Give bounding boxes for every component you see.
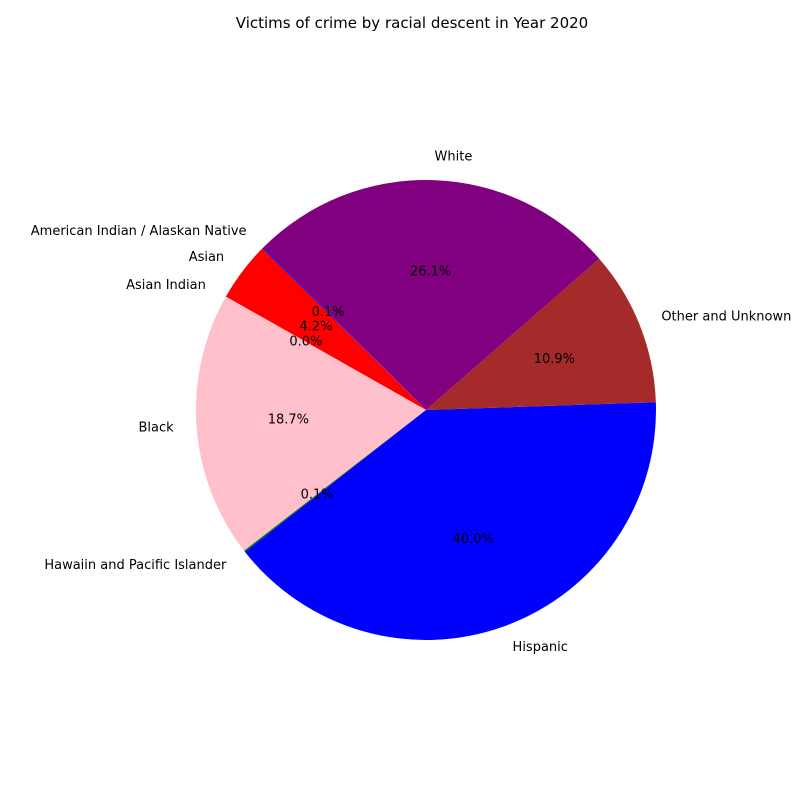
slice-label-black: Black (138, 421, 174, 436)
pie-labels: American Indian / Alaskan Native Asian Asi… (31, 150, 792, 656)
percent-label-hispanic: 40.0% (453, 532, 494, 547)
percent-label-asian-indian: 0.0% (289, 334, 322, 349)
pie-slice-hawaiin-and-pacific-islander (244, 410, 426, 552)
percent-label-asian: 4.2% (299, 319, 332, 334)
pie-percent-labels: 0.1%4.2%0.0%18.7%0.1%40.0%10.9%26.1% (268, 265, 575, 548)
pie-slice-black (196, 296, 426, 551)
pie-slice-asian (225, 248, 426, 410)
slice-label-asian-indian: Asian Indian (126, 278, 206, 293)
pie-slice-american-indian-alaskan-native (262, 247, 426, 410)
percent-label-black: 18.7% (268, 412, 309, 427)
percent-label-white: 26.1% (410, 265, 451, 280)
slice-label-american-indian-alaskan-native: American Indian / Alaskan Native (31, 224, 247, 239)
percent-label-other-and-unknown: 10.9% (534, 352, 575, 367)
slice-label-hispanic: Hispanic (513, 640, 568, 655)
slice-label-white: White (435, 150, 473, 165)
slice-label-other-and-unknown: Other and Unknown (661, 310, 791, 325)
pie-slice-other-and-unknown (426, 258, 656, 410)
percent-label-hawaiin-and-pacific-islander: 0.1% (301, 487, 334, 502)
percent-label-american-indian-alaskan-native: 0.1% (312, 305, 345, 320)
slice-label-asian: Asian (189, 250, 224, 265)
pie-slices (196, 180, 656, 640)
pie-slice-white (263, 180, 600, 410)
chart-title: Victims of crime by racial descent in Ye… (236, 14, 588, 32)
pie-slice-hispanic (244, 402, 656, 640)
slice-label-hawaiin-and-pacific-islander: Hawaiin and Pacific Islander (44, 558, 227, 573)
